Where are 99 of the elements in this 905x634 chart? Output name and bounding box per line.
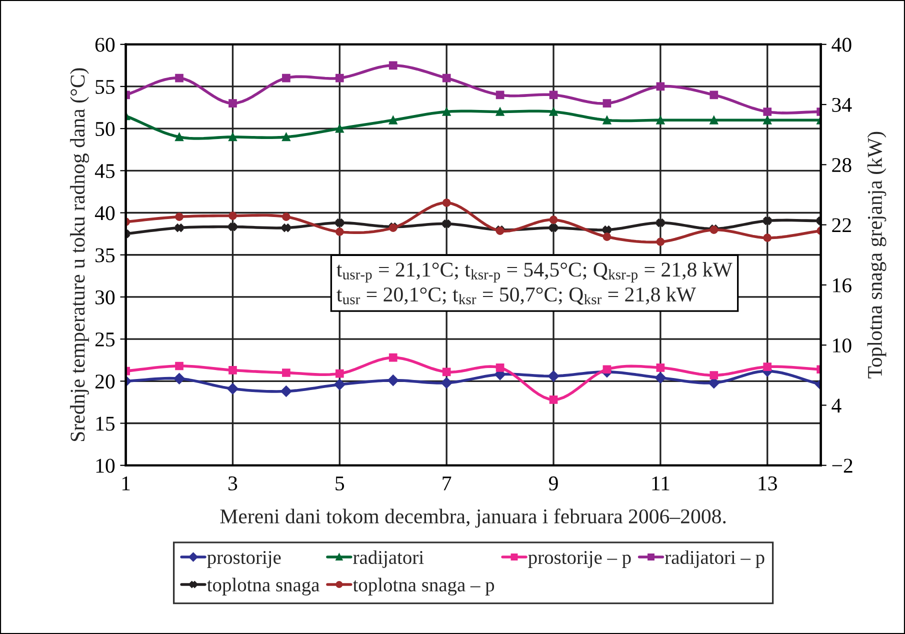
point (388, 353, 398, 362)
point (763, 216, 772, 225)
point (442, 220, 451, 228)
point (549, 216, 558, 224)
x-tick-label: 13 (758, 476, 777, 490)
y-tick-label: 50 (96, 122, 115, 136)
legend-label: toplotna snaga – p (352, 578, 494, 596)
point (763, 362, 772, 372)
point (175, 212, 184, 221)
point (228, 132, 237, 142)
point (227, 383, 238, 394)
point (282, 224, 290, 232)
x-tick-label: 5 (336, 476, 344, 490)
point (174, 373, 185, 384)
point (602, 99, 612, 108)
legend-label: radijatori – p (665, 550, 764, 568)
point (388, 116, 398, 124)
y2-tick-label: 40 (832, 38, 852, 52)
point (334, 378, 346, 390)
y-tick-label: 30 (96, 290, 115, 304)
point (388, 61, 398, 70)
point (175, 132, 184, 142)
x-tick-label: 3 (228, 476, 238, 490)
point (710, 90, 718, 100)
point (335, 218, 344, 227)
point (228, 366, 237, 374)
point (442, 74, 451, 82)
legend-label: prostorije (207, 550, 281, 568)
point (282, 212, 290, 221)
y2-tick-label: 4 (832, 398, 842, 412)
point (656, 238, 665, 246)
point (763, 116, 772, 124)
point (602, 365, 612, 374)
annotation: t$_{usr-p}$ = 21,1°C; t$_{ksr-p}$ = 54,5°C; Q$_{ksr-p}$ = 21,8 kW (336, 262, 732, 282)
point (442, 368, 451, 376)
y-tick-label: 10 (96, 458, 115, 473)
point (335, 74, 344, 82)
y2-tick-label: −2 (832, 458, 852, 473)
y-tick-label: 60 (95, 38, 115, 52)
point (282, 368, 290, 377)
y-tick-label: 45 (94, 164, 115, 178)
y-tick-label: 55 (96, 80, 115, 94)
y-tick-label: 40 (94, 206, 115, 220)
y-tick-label: 25 (95, 332, 115, 346)
point (440, 377, 452, 388)
point (656, 116, 665, 124)
point (549, 224, 558, 232)
point (175, 224, 184, 232)
point (656, 82, 665, 91)
point (496, 108, 504, 116)
y-tick-label: 35 (96, 248, 115, 262)
y2-axis-title: Toplotna snaga grejanja (kW) (867, 132, 886, 378)
point (496, 90, 504, 100)
y2-tick-label: 16 (833, 278, 852, 292)
point (228, 212, 237, 220)
point (710, 116, 718, 124)
point (335, 369, 344, 378)
point (548, 370, 560, 382)
point (388, 374, 399, 386)
legend-label: radijatori (353, 550, 424, 568)
point (549, 90, 558, 100)
point (602, 232, 612, 241)
point (602, 116, 612, 124)
point (175, 74, 184, 82)
y2-tick-label: 28 (832, 158, 852, 172)
point (654, 372, 666, 384)
y2-tick-label: 34 (832, 98, 852, 112)
x-tick-label: 11 (652, 476, 670, 490)
point (549, 108, 558, 116)
point (228, 99, 237, 108)
x-tick-label: 9 (548, 476, 558, 490)
y-tick-label: 20 (95, 374, 115, 389)
point (175, 362, 184, 370)
point (228, 222, 237, 231)
point (549, 396, 558, 404)
y-tick-label: 15 (96, 416, 115, 431)
y-axis-title: Srednje temperature u toku radnog dana (°C) (70, 68, 89, 442)
point (602, 226, 612, 234)
y2-tick-label: 22 (832, 218, 851, 232)
point (656, 364, 665, 372)
legend-label: prostorije – p (528, 550, 631, 568)
legend-label: toplotna snaga (207, 578, 320, 596)
point (710, 371, 718, 380)
point (442, 108, 451, 116)
point (282, 74, 290, 82)
x-tick-label: 1 (122, 476, 130, 490)
x-axis-title: Mereni dani tokom decembra, januara i februara 2006–2008. (220, 508, 726, 528)
x-tick-label: 7 (442, 476, 452, 490)
annotation: t$_{usr}$ = 20,1°C; t$_{ksr}$ = 50,7°C; Q$_{ksr}$ = 21,8 kW (336, 286, 696, 305)
point (442, 198, 451, 207)
point (763, 234, 772, 242)
point (335, 228, 344, 236)
point (496, 364, 504, 372)
point (656, 218, 665, 227)
point (763, 108, 772, 116)
point (282, 132, 290, 142)
point (280, 386, 292, 397)
point (335, 124, 344, 133)
y2-tick-label: 10 (833, 338, 852, 353)
